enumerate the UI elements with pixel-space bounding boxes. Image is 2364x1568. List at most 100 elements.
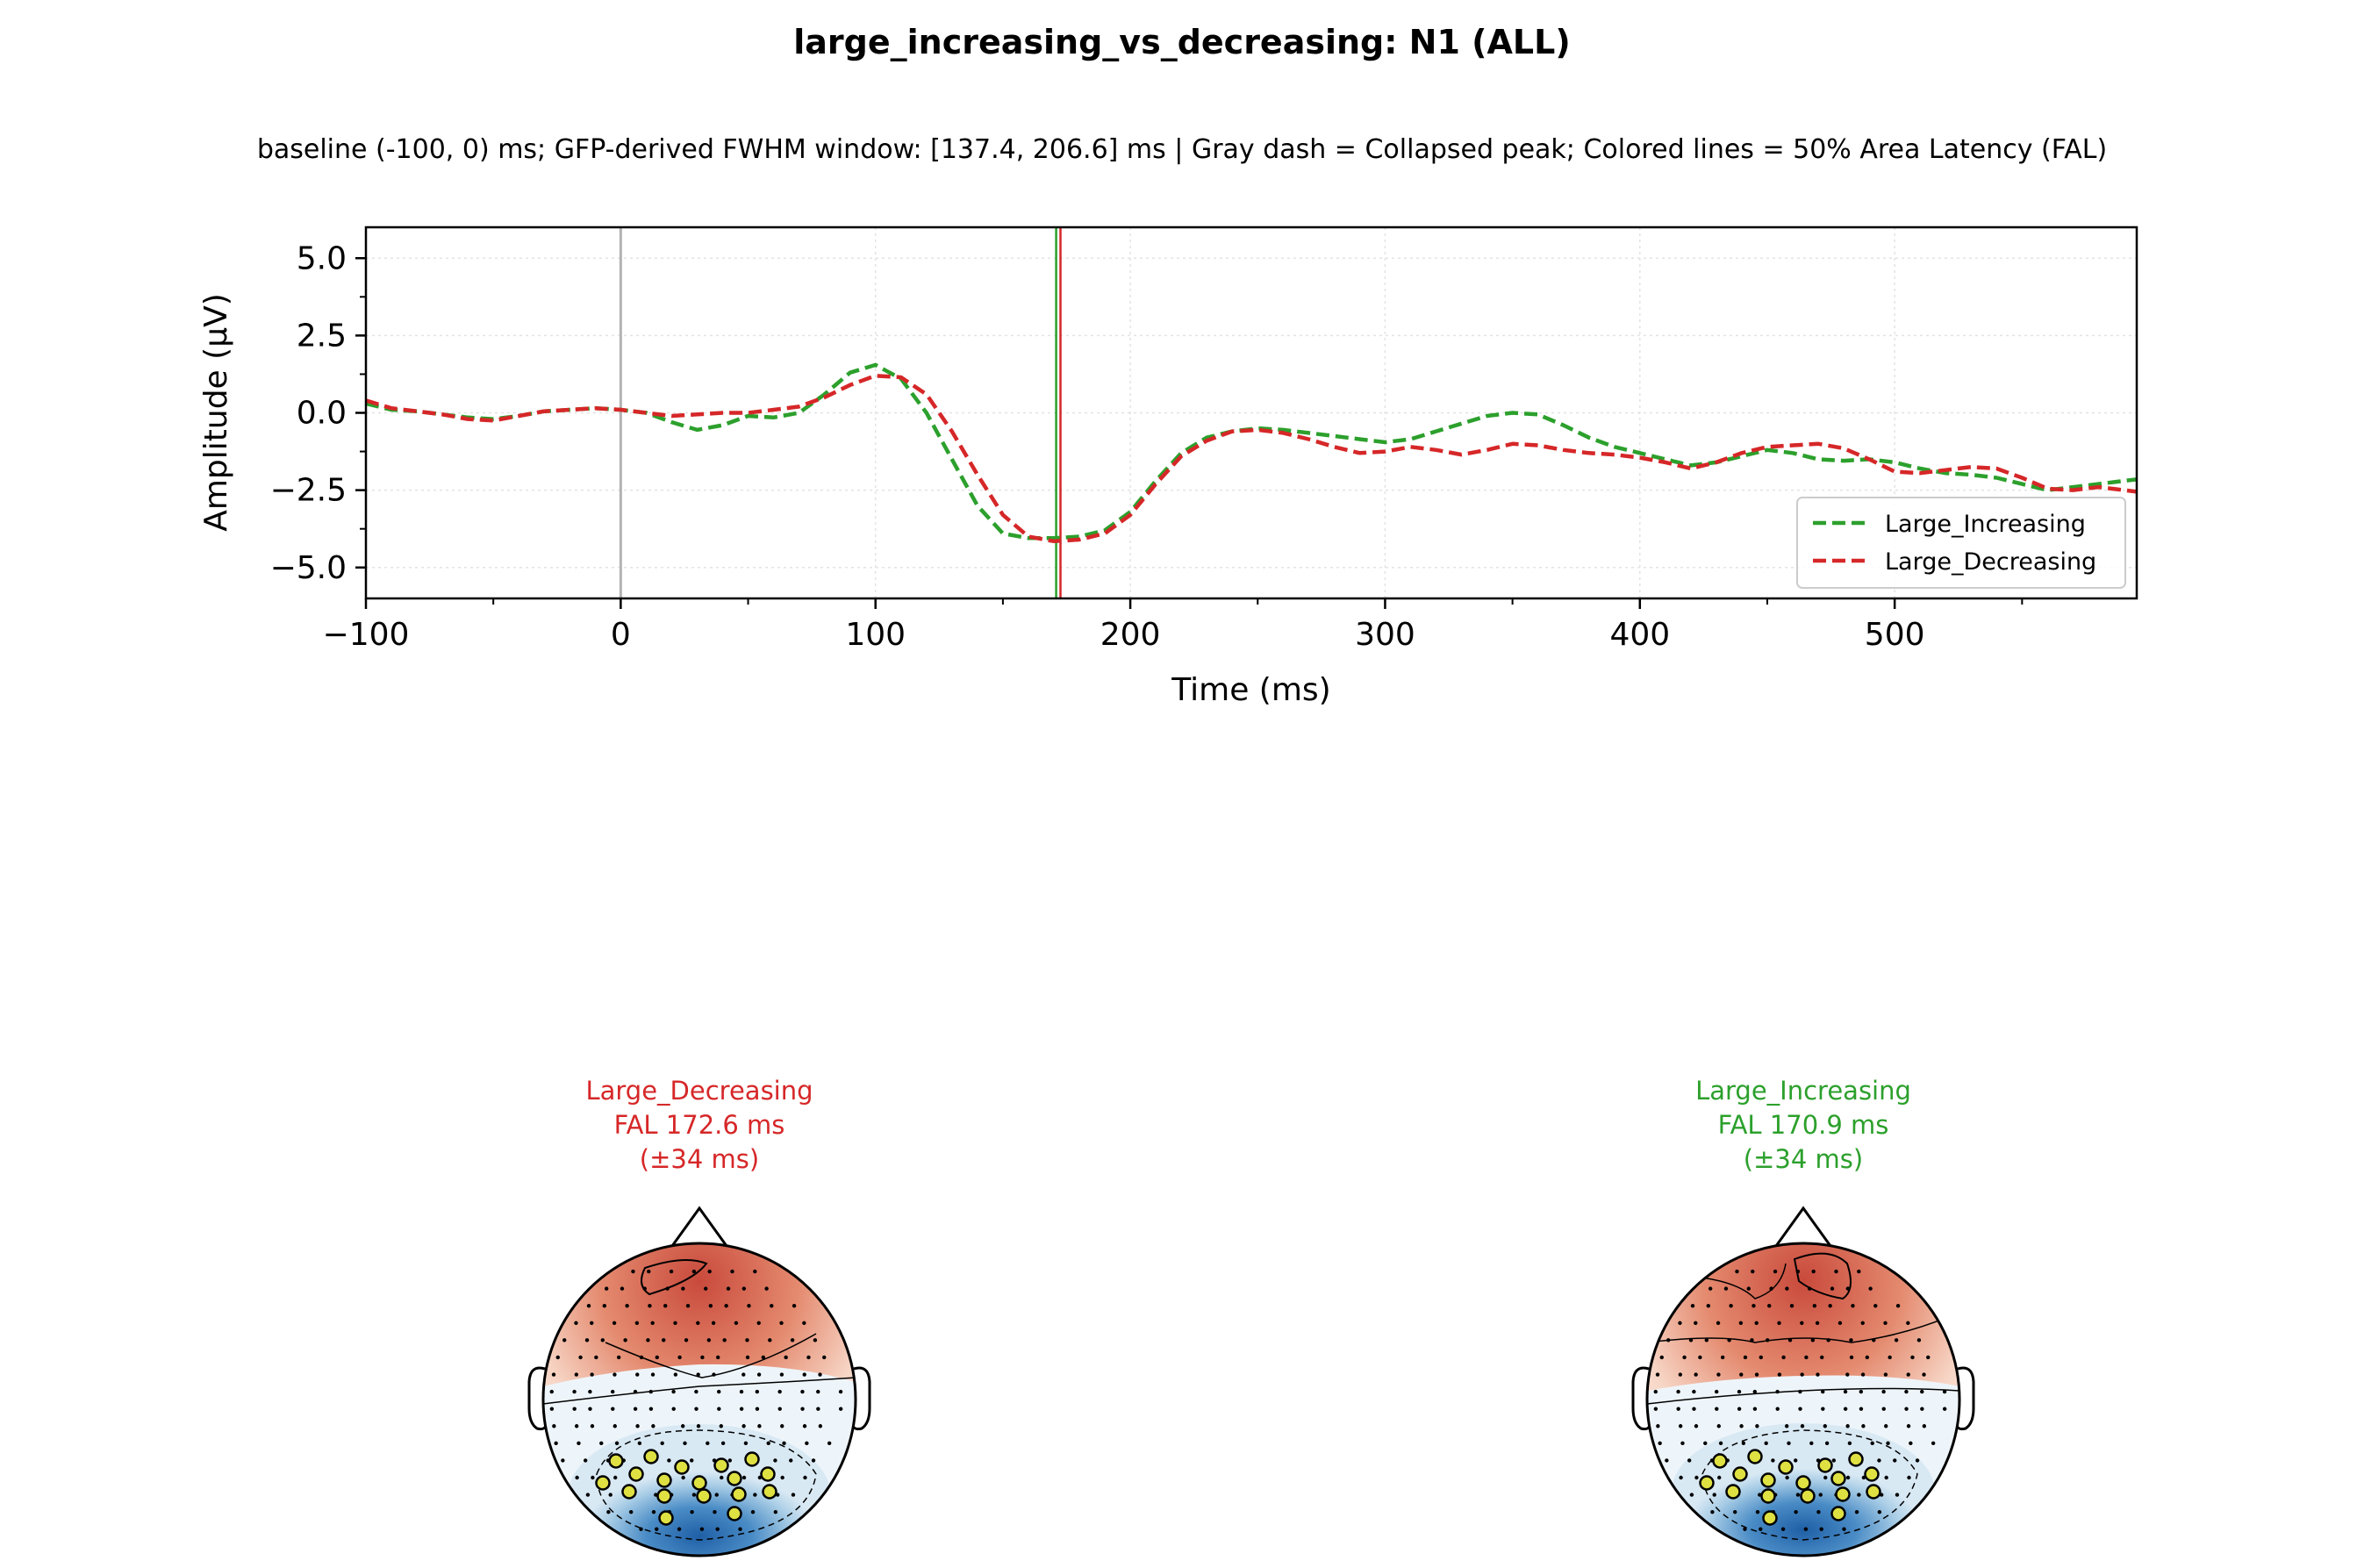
sensor-dot bbox=[1751, 1269, 1755, 1274]
sensor-dot bbox=[1759, 1355, 1763, 1360]
sensor-dot bbox=[1716, 1321, 1721, 1325]
sensor-dot bbox=[1860, 1321, 1865, 1325]
sensor-dots bbox=[1653, 1269, 1947, 1531]
highlighted-sensors bbox=[595, 1449, 777, 1526]
sensor-dot bbox=[784, 1355, 788, 1360]
sensor-dot bbox=[1851, 1304, 1855, 1308]
highlighted-sensor bbox=[1830, 1471, 1846, 1486]
legend: Large_Increasing Large_Decreasing bbox=[1796, 497, 2126, 589]
sensor-dot bbox=[1752, 1389, 1757, 1394]
sensor-dot bbox=[628, 1509, 634, 1514]
highlighted-sensors bbox=[1699, 1449, 1881, 1526]
sensor-dot bbox=[586, 1304, 591, 1308]
sensor-dot bbox=[616, 1355, 621, 1360]
sensor-dot bbox=[726, 1286, 731, 1291]
sensor-dot bbox=[816, 1407, 820, 1411]
sensor-dot bbox=[1868, 1286, 1873, 1291]
sensor-dot bbox=[631, 1269, 635, 1274]
sensor-dot bbox=[780, 1475, 784, 1480]
sensor-dot bbox=[739, 1389, 744, 1394]
legend-box bbox=[1796, 497, 2126, 589]
sensor-dot bbox=[720, 1441, 726, 1446]
head-ear-left bbox=[527, 1366, 548, 1431]
topomap-large-increasing: Large_Increasing FAL 170.9 ms (±34 ms) bbox=[1631, 1076, 1975, 1557]
sensor-dot bbox=[1737, 1407, 1742, 1411]
sensor-dot bbox=[779, 1372, 784, 1377]
sensor-dot bbox=[585, 1493, 591, 1497]
sensor-dot bbox=[1714, 1389, 1719, 1394]
sensor-dot bbox=[717, 1389, 721, 1394]
sensor-dot bbox=[1811, 1269, 1816, 1274]
sensor-dot bbox=[738, 1527, 742, 1531]
sensor-dot bbox=[667, 1458, 671, 1463]
sensor-dot bbox=[1847, 1441, 1852, 1446]
sensor-dot bbox=[1845, 1475, 1851, 1480]
sensor-dot bbox=[574, 1321, 578, 1325]
sensor-dot bbox=[612, 1424, 617, 1428]
sensor-dot bbox=[1787, 1441, 1791, 1446]
sensor-dot bbox=[1738, 1321, 1744, 1325]
sensor-dot bbox=[681, 1475, 685, 1480]
sensor-dot bbox=[711, 1321, 716, 1325]
sensor-dot bbox=[1886, 1441, 1890, 1446]
sensor-dot bbox=[635, 1372, 640, 1377]
highlighted-sensor bbox=[1732, 1466, 1748, 1482]
sensor-dot bbox=[575, 1475, 579, 1480]
sensor-dot bbox=[770, 1304, 774, 1308]
sensor-dot bbox=[1666, 1338, 1671, 1342]
sensor-dot bbox=[650, 1372, 655, 1377]
sensor-dot bbox=[1692, 1407, 1696, 1411]
sensor-dot bbox=[620, 1286, 625, 1291]
highlighted-sensor bbox=[608, 1453, 624, 1469]
sensor-dot bbox=[712, 1372, 716, 1377]
sensor-dot bbox=[1881, 1407, 1886, 1411]
sensor-dot bbox=[773, 1509, 778, 1514]
sensor-dot bbox=[1906, 1424, 1911, 1428]
sensor-dot bbox=[1803, 1527, 1809, 1531]
sensor-dot bbox=[757, 1424, 762, 1428]
sensor-dot bbox=[572, 1407, 577, 1411]
head-nose bbox=[670, 1206, 728, 1247]
sensor-dot bbox=[838, 1407, 843, 1411]
sensor-dot bbox=[1703, 1441, 1708, 1446]
sensor-dot bbox=[549, 1389, 554, 1394]
highlighted-sensor bbox=[628, 1466, 644, 1482]
sensor-dot bbox=[818, 1424, 823, 1428]
sensor-dot bbox=[635, 1424, 640, 1428]
sensor-dot bbox=[755, 1389, 760, 1394]
sensor-dot bbox=[741, 1286, 747, 1291]
sensor-dot bbox=[681, 1424, 685, 1428]
sensor-dot bbox=[588, 1389, 592, 1394]
sensor-dot bbox=[813, 1338, 818, 1342]
sensor-dot bbox=[802, 1372, 806, 1377]
sensor-dot bbox=[806, 1355, 811, 1360]
highlighted-sensor bbox=[1725, 1484, 1741, 1500]
sensor-dot bbox=[1906, 1372, 1910, 1377]
sensor-dot bbox=[572, 1389, 577, 1394]
sensor-dot bbox=[648, 1389, 653, 1394]
x-tick-label: 100 bbox=[845, 617, 906, 653]
sensor-dot bbox=[1766, 1338, 1770, 1342]
sensor-dot bbox=[1865, 1355, 1870, 1360]
sensor-dot bbox=[673, 1372, 678, 1377]
topomap-title-line2: FAL 172.6 ms bbox=[614, 1110, 785, 1140]
sensor-dot bbox=[1676, 1389, 1680, 1394]
sensor-dot bbox=[1809, 1441, 1814, 1446]
sensor-dot bbox=[706, 1338, 712, 1342]
highlighted-sensor bbox=[1830, 1506, 1846, 1521]
sensor-dot bbox=[634, 1321, 640, 1325]
sensor-dot bbox=[613, 1475, 618, 1480]
head-ear-left bbox=[1631, 1366, 1651, 1431]
highlighted-sensor bbox=[1712, 1453, 1728, 1469]
sensor-dot bbox=[1857, 1269, 1861, 1274]
chart-subtitle: baseline (-100, 0) ms; GFP-derived FWHM … bbox=[257, 134, 2107, 165]
highlighted-sensor bbox=[621, 1484, 637, 1500]
sensor-dot bbox=[838, 1389, 843, 1394]
sensor-dot bbox=[1895, 1493, 1900, 1497]
sensor-dot bbox=[1831, 1458, 1837, 1463]
sensor-dot bbox=[743, 1441, 749, 1446]
topomap-title-line3: (±34 ms) bbox=[640, 1144, 759, 1174]
sensor-dot bbox=[611, 1407, 615, 1411]
sensor-dot bbox=[1849, 1355, 1854, 1360]
